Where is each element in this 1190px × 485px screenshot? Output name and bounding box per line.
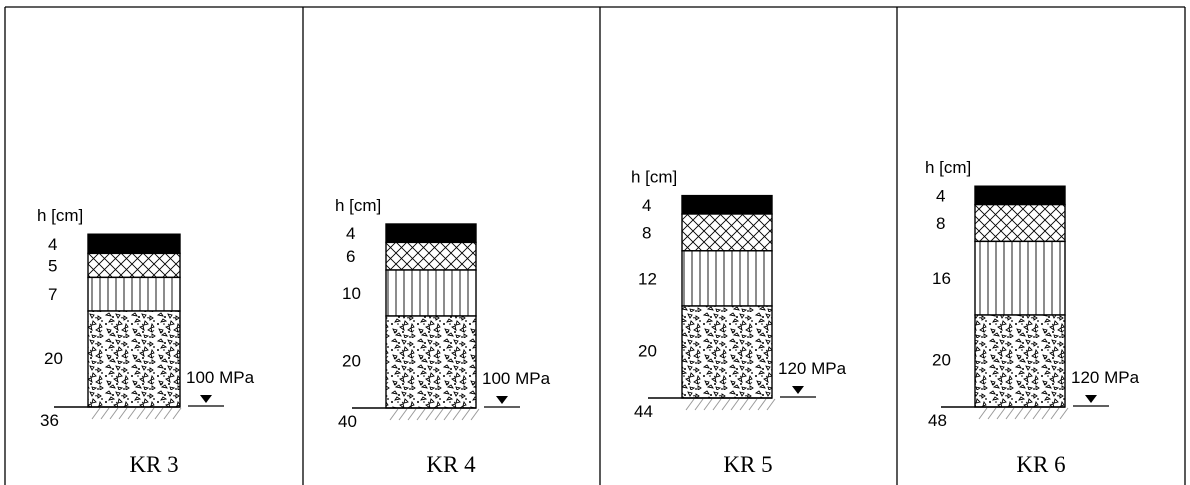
- layer-thickness-label: 7: [48, 285, 57, 304]
- gravel-subbase-layer: [974, 314, 1066, 408]
- layer-thickness-label: 20: [342, 352, 361, 371]
- base-layer: [681, 250, 773, 307]
- layer-thickness-label: 5: [48, 256, 57, 275]
- subgrade-hatch: [685, 398, 776, 411]
- layer-thickness-label: 20: [932, 351, 951, 370]
- total-depth-label: 48: [928, 411, 947, 430]
- layer-thickness-label: 8: [642, 223, 651, 242]
- unit-label: h [cm]: [631, 168, 677, 187]
- binder-layer: [87, 252, 181, 279]
- water-level-triangle-icon: [496, 396, 508, 404]
- layer-thickness-label: 8: [936, 214, 945, 233]
- total-depth-label: 44: [634, 402, 653, 421]
- unit-label: h [cm]: [925, 158, 971, 177]
- panel-caption: KR 3: [129, 452, 178, 477]
- layer-thickness-label: 4: [48, 235, 57, 254]
- subgrade-hatch: [389, 408, 480, 421]
- table-frame: [4, 6, 1186, 485]
- binder-layer: [385, 241, 477, 271]
- subgrade-hatch: [91, 407, 182, 420]
- asphalt-surface-layer: [87, 233, 181, 255]
- total-depth-label: 40: [338, 412, 357, 431]
- water-level-triangle-icon: [792, 386, 804, 394]
- panel-caption: KR 4: [426, 452, 476, 477]
- water-level-triangle-icon: [200, 395, 212, 403]
- layer-thickness-label: 4: [936, 186, 945, 205]
- unit-label: h [cm]: [335, 196, 381, 215]
- base-layer: [974, 240, 1066, 316]
- base-layer: [385, 269, 477, 317]
- gravel-subbase-layer: [385, 315, 477, 409]
- asphalt-surface-layer: [681, 194, 773, 215]
- panel-4: h [cm] 4 6 10 20 40 100 MPa KR 4: [335, 196, 551, 477]
- gravel-subbase-layer: [681, 305, 773, 399]
- total-depth-label: 36: [40, 411, 59, 430]
- layer-thickness-label: 12: [638, 269, 657, 288]
- asphalt-surface-layer: [974, 185, 1066, 206]
- layer-thickness-label: 16: [932, 269, 951, 288]
- panel-5: h [cm] 4 8 12 20 44 120 MPa KR 5: [631, 168, 847, 477]
- subgrade-modulus-label: 100 MPa: [186, 368, 255, 387]
- binder-layer: [974, 203, 1066, 243]
- binder-layer: [681, 213, 773, 252]
- asphalt-surface-layer: [385, 223, 477, 244]
- layer-thickness-label: 20: [638, 342, 657, 361]
- panel-caption: KR 5: [723, 452, 772, 477]
- subgrade-modulus-label: 100 MPa: [482, 369, 551, 388]
- panel-caption: KR 6: [1016, 452, 1065, 477]
- base-layer: [87, 276, 181, 312]
- subgrade-modulus-label: 120 MPa: [1071, 368, 1140, 387]
- layer-thickness-label: 10: [342, 284, 361, 303]
- gravel-subbase-layer: [87, 310, 181, 408]
- layer-thickness-label: 4: [642, 196, 651, 215]
- subgrade-modulus-label: 120 MPa: [778, 359, 847, 378]
- unit-label: h [cm]: [37, 206, 83, 225]
- layer-thickness-label: 20: [44, 349, 63, 368]
- panel-3: h [cm] 4 5 7 20 36 100 MPa KR 3: [37, 206, 255, 477]
- subgrade-hatch: [978, 407, 1069, 420]
- layer-thickness-label: 6: [346, 247, 355, 266]
- layer-thickness-label: 4: [346, 224, 355, 243]
- water-level-triangle-icon: [1085, 395, 1097, 403]
